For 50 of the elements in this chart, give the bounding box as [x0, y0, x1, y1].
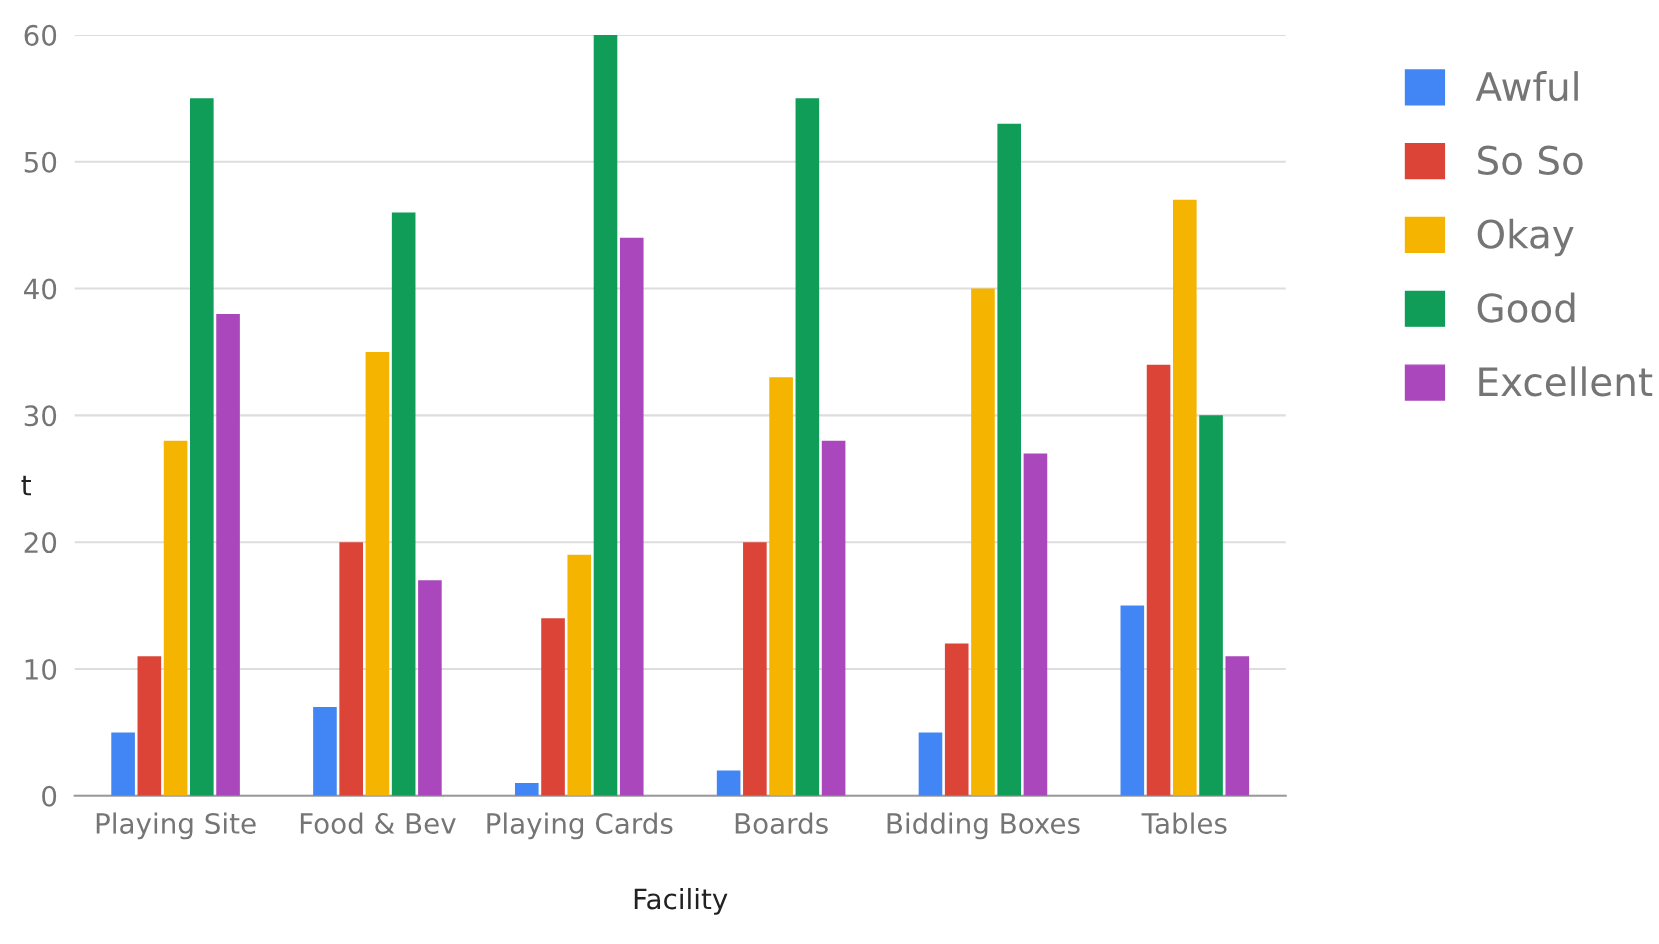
y-tick-label: 30 [24, 405, 57, 427]
bar [137, 656, 162, 796]
bar [1023, 453, 1048, 796]
bar [313, 707, 337, 796]
bar [1120, 605, 1145, 796]
x-tick-label: Bidding Boxes [887, 812, 1080, 840]
y-tick-label: 0 [42, 785, 57, 807]
bar [365, 351, 390, 796]
bar [619, 237, 644, 796]
x-tick-label: Playing Cards [487, 812, 673, 840]
bar [769, 377, 793, 796]
legend-label: Awful [1475, 71, 1578, 102]
y-tick-label: 60 [24, 24, 57, 46]
bar [163, 440, 188, 796]
x-axis-title: Facility [634, 887, 728, 915]
bar [821, 440, 846, 796]
bar [1146, 364, 1171, 796]
bar [339, 542, 363, 796]
bar [743, 542, 767, 796]
legend-label: Excellent [1479, 366, 1653, 397]
legend-label: So So [1478, 145, 1583, 176]
bar [795, 98, 820, 796]
legend-label: Good [1477, 292, 1575, 323]
y-axis-title: t [21, 475, 31, 496]
x-tick-label: Food & Bev [300, 812, 456, 834]
y-tick-label: 40 [24, 278, 57, 300]
bar [971, 288, 995, 796]
bar [418, 580, 442, 796]
bar [514, 783, 539, 796]
bar [997, 123, 1022, 796]
bar [111, 732, 135, 796]
bar [216, 313, 240, 796]
legend-label: Okay [1477, 218, 1574, 257]
bar [190, 98, 214, 796]
bar [593, 34, 618, 796]
bar [541, 618, 565, 796]
bar [918, 732, 943, 796]
bar [944, 643, 969, 796]
y-tick-label: 50 [24, 151, 57, 173]
y-tick-label: 10 [25, 658, 57, 680]
x-tick-label: Tables [1141, 812, 1227, 834]
bar [567, 554, 592, 796]
bar [716, 770, 741, 796]
bar [1172, 199, 1197, 796]
bar [391, 212, 416, 796]
bar [1225, 656, 1250, 796]
x-tick-label: Playing Site [96, 812, 256, 840]
y-tick-label: 20 [24, 532, 57, 554]
x-tick-label: Boards [735, 812, 828, 834]
bar [1199, 415, 1223, 796]
